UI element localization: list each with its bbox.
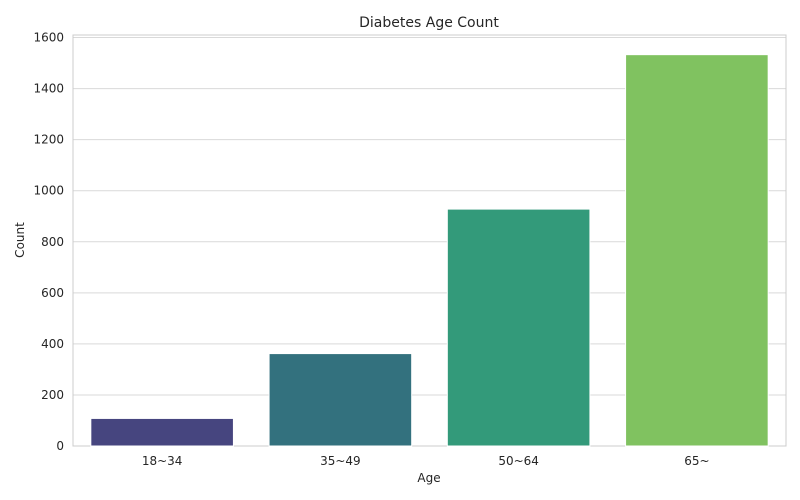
x-tick-label: 65~ [684, 454, 709, 468]
y-tick-labels: 0 200 400 600 800 1000 1200 1400 1600 [33, 31, 64, 453]
x-axis-label: Age [417, 471, 440, 485]
bar-18~34 [90, 417, 234, 447]
bar-35~49 [268, 353, 413, 447]
bar-50~64 [446, 208, 591, 447]
plot-area-frame [72, 34, 787, 447]
y-tick-label: 1000 [33, 184, 64, 198]
y-axis-label: Count [13, 222, 27, 258]
x-tick-label: 18~34 [142, 454, 183, 468]
y-tick-label: 200 [41, 388, 64, 402]
bar-65~ [625, 54, 769, 447]
y-gridlines [73, 37, 786, 447]
x-tick-label: 50~64 [498, 454, 539, 468]
y-tick-label: 1400 [33, 82, 64, 96]
y-tick-label: 0 [56, 439, 64, 453]
y-tick-label: 1200 [33, 133, 64, 147]
bars [90, 54, 769, 447]
y-tick-label: 800 [41, 235, 64, 249]
y-tick-label: 400 [41, 337, 64, 351]
x-tick-label: 35~49 [320, 454, 361, 468]
chart-title: Diabetes Age Count [359, 15, 499, 31]
x-tick-labels: 18~34 35~49 50~64 65~ [142, 454, 710, 468]
y-tick-label: 600 [41, 286, 64, 300]
y-tick-label: 1600 [33, 31, 64, 45]
